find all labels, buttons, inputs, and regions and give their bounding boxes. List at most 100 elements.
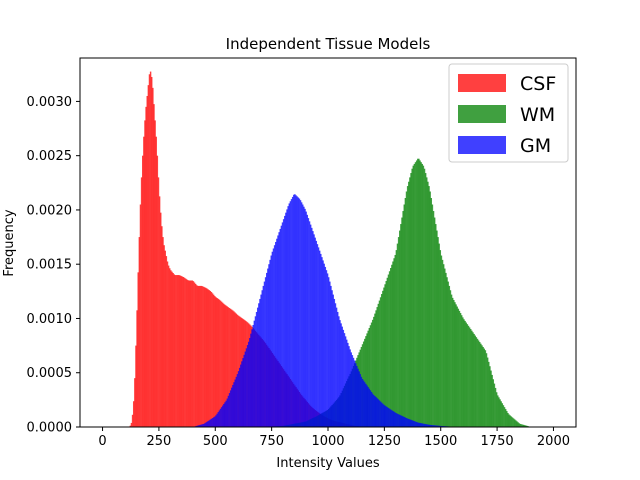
histogram-bar	[234, 312, 236, 427]
histogram-bar	[253, 320, 256, 427]
histogram-bar	[506, 411, 508, 427]
histogram-bar	[270, 255, 272, 427]
histogram-bar	[347, 342, 349, 427]
histogram-bar	[367, 330, 369, 427]
histogram-bar	[418, 158, 420, 427]
histogram-bar	[152, 87, 154, 427]
histogram-bar	[501, 403, 504, 427]
histogram-bar	[236, 374, 239, 427]
histogram-bar	[387, 407, 390, 427]
histogram-bar	[486, 357, 489, 427]
histogram-bar	[258, 303, 260, 427]
histogram-bar	[471, 330, 473, 427]
y-tick-label: 0.0020	[27, 203, 73, 218]
histogram-bar	[198, 425, 200, 427]
histogram-bar	[223, 303, 225, 427]
histogram-bar	[165, 256, 168, 427]
legend-label-gm: GM	[520, 135, 551, 157]
histogram-bar	[204, 287, 206, 427]
histogram-bar	[271, 251, 274, 427]
histogram-bar	[383, 287, 385, 427]
histogram-bar	[137, 272, 139, 427]
histogram-bar	[422, 423, 425, 427]
histogram-bar	[226, 306, 228, 427]
histogram-bar	[209, 419, 212, 427]
histogram-bar	[375, 397, 377, 427]
histogram-bar	[433, 217, 436, 427]
histogram-bar	[145, 106, 147, 427]
histogram-bar	[373, 394, 375, 427]
histogram-bar	[303, 206, 305, 427]
histogram-bar	[503, 407, 506, 427]
histogram-bar	[161, 226, 163, 427]
legend-label-wm: WM	[520, 104, 555, 126]
histogram-bar	[380, 294, 383, 427]
histogram-bar	[254, 316, 257, 427]
histogram-bar	[276, 238, 278, 427]
histogram-bar	[299, 200, 302, 427]
histogram-bar	[197, 425, 199, 427]
series-gm	[192, 194, 464, 427]
histogram-bar	[463, 319, 465, 427]
histogram-bar	[318, 250, 321, 427]
histogram-bar	[225, 305, 227, 427]
histogram-bar	[387, 274, 390, 427]
histogram-bar	[431, 425, 434, 427]
histogram-bar	[255, 311, 258, 427]
histogram-bar	[249, 338, 251, 427]
histogram-bar	[385, 281, 387, 427]
x-tick-label: 1250	[368, 434, 401, 449]
histogram-bar	[293, 194, 295, 427]
histogram-bar	[311, 227, 313, 427]
histogram-bar	[204, 423, 206, 427]
histogram-bar	[411, 168, 413, 427]
histogram-bar	[236, 314, 239, 427]
histogram-bar	[351, 355, 354, 427]
histogram-bar	[234, 379, 236, 427]
histogram-bar	[171, 271, 173, 427]
histogram-bar	[411, 420, 413, 427]
histogram-bar	[216, 297, 218, 427]
histogram-bar	[470, 329, 472, 427]
histogram-bar	[371, 319, 374, 427]
histogram-bar	[339, 320, 341, 427]
histogram-bar	[510, 416, 513, 427]
x-tick-label: 0	[98, 434, 106, 449]
histogram-bar	[391, 264, 393, 427]
histogram-bar	[196, 285, 198, 427]
histogram-bar	[241, 361, 243, 427]
histogram-bar	[435, 224, 437, 427]
histogram-bar	[466, 324, 469, 427]
histogram-bar	[131, 414, 134, 427]
histogram-bar	[232, 310, 234, 427]
histogram-bar	[457, 308, 460, 427]
histogram-bar	[187, 280, 189, 427]
histogram-bar	[210, 418, 213, 427]
histogram-bar	[289, 201, 292, 427]
histogram-bar	[272, 248, 275, 427]
histogram-bar	[409, 177, 411, 427]
histogram-bar	[252, 324, 254, 427]
histogram-bar	[214, 296, 216, 427]
histogram-bar	[439, 425, 442, 427]
histogram-bar	[350, 352, 352, 427]
histogram-bar	[448, 285, 451, 427]
histogram-bar	[148, 74, 151, 427]
histogram-bar	[139, 204, 142, 427]
histogram-bar	[444, 268, 446, 427]
histogram-bar	[397, 237, 400, 427]
legend-swatch-csf	[458, 74, 506, 92]
histogram-bar	[179, 275, 181, 427]
histogram-bar	[217, 298, 219, 427]
histogram-bar	[385, 406, 387, 427]
histogram-bar	[194, 283, 197, 427]
histogram-bar	[419, 422, 421, 427]
histogram-bar	[197, 285, 199, 427]
x-tick-label: 2000	[537, 434, 570, 449]
histogram-bar	[246, 345, 249, 427]
histogram-bar	[355, 363, 357, 427]
histogram-bar	[390, 268, 392, 427]
histogram-bar	[210, 292, 213, 427]
histogram-bar	[242, 358, 244, 427]
